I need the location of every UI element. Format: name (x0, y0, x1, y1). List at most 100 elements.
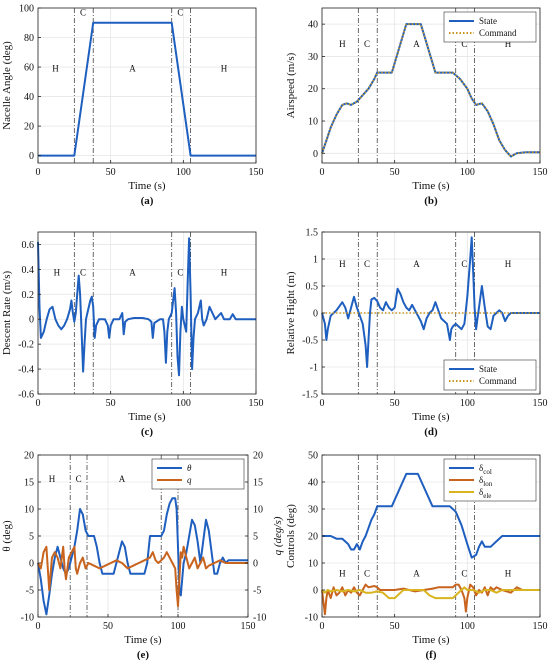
y-tick-label: -10 (21, 613, 34, 624)
chart-panel-c: H C A C H 0 50 100 150 -0.6 -0.4 -0.2 0 0.2 0.4 0.6 Time… (1, 231, 264, 438)
y-tick-label: 10 (24, 505, 34, 516)
legend-box (443, 458, 537, 502)
x-axis-label: Time (s) (412, 634, 450, 646)
phase-label: C (461, 569, 467, 579)
chart-panel-d: H C A C H 0 50 100 150 -1.5 -1 -0.5 0 0.5 1 1.5 Time (s)… (285, 228, 548, 439)
panel-caption: (a) (141, 195, 154, 207)
phase-label: C (364, 39, 370, 49)
phase-label: C (461, 39, 467, 49)
x-tick-label: 50 (106, 167, 116, 178)
phase-label: A (413, 569, 420, 579)
legend-entry-symbol: Command (479, 376, 517, 386)
y-tick-label: 10 (308, 117, 318, 128)
axes-frame (321, 7, 541, 164)
y-tick-label: -1.5 (302, 390, 318, 401)
x-tick-label: 100 (176, 398, 191, 409)
x-tick-label: 150 (533, 167, 548, 178)
x-axis-label: Time (s) (124, 634, 162, 646)
phase-label: H (339, 39, 346, 49)
axes-frame (37, 7, 257, 164)
legend-entry-label: δele (479, 487, 491, 500)
x-axis-label: Time (s) (128, 411, 166, 423)
y-right-tick-label: -5 (253, 586, 261, 597)
series-line-δcol (322, 472, 540, 559)
y-right-tick-label: 0 (253, 559, 258, 570)
y-tick-label: -0.2 (18, 340, 34, 351)
y-tick-label: 30 (308, 52, 318, 63)
y-axis-label: Nacelle Angle (deg) (1, 41, 13, 130)
y-axis-label: Airspeed (m/s) (285, 52, 297, 118)
phase-label: H (339, 259, 346, 269)
y-tick-label: 1 (313, 255, 318, 266)
y-tick-label: -5 (26, 586, 34, 597)
y-tick-label: 20 (24, 122, 34, 133)
x-axis-label: Time (s) (412, 411, 450, 423)
phase-label: C (461, 259, 467, 269)
y-tick-label: 0 (313, 149, 318, 160)
y-tick-label: -1 (310, 363, 318, 374)
y-right-tick-label: -10 (253, 613, 266, 624)
axes-frame (37, 231, 257, 395)
y-tick-label: 5 (29, 532, 34, 543)
legend-entry-symbol: Command (479, 28, 517, 38)
legend-entry-symbol: δ (479, 475, 483, 485)
y-tick-label: 0 (29, 559, 34, 570)
phase-label: H (54, 268, 61, 278)
x-tick-label: 150 (533, 398, 548, 409)
legend-entry-symbol: State (479, 16, 497, 26)
y-tick-label: 0 (29, 315, 34, 326)
y-tick-label: 20 (24, 451, 34, 462)
phase-label: C (177, 7, 183, 17)
y-tick-label: 80 (24, 33, 34, 44)
phase-label: C (80, 268, 86, 278)
x-tick-label: 0 (320, 398, 325, 409)
x-tick-label: 0 (36, 621, 41, 632)
phase-label: C (177, 268, 183, 278)
y-axis-label: θ (deg) (1, 520, 13, 552)
legend-entry-label: q (187, 475, 192, 485)
y-right-tick-label: 10 (253, 505, 263, 516)
phase-label: A (119, 474, 126, 484)
y-tick-label: 15 (24, 478, 34, 489)
panel-caption: (e) (137, 649, 150, 661)
legend-entry-label: Command (479, 28, 517, 38)
legend-entry-subscript: lon (483, 480, 492, 488)
x-tick-label: 100 (176, 167, 191, 178)
series-line-q (37, 545, 248, 608)
phase-label: H (505, 259, 512, 269)
x-axis-label: Time (s) (128, 180, 166, 192)
x-tick-label: 50 (390, 621, 400, 632)
x-tick-label: 100 (171, 621, 186, 632)
y-tick-label: 40 (308, 20, 318, 31)
legend-box (151, 458, 245, 490)
legend-entry-subscript: ele (483, 492, 491, 500)
panel-caption: (c) (141, 426, 154, 438)
y-tick-label: 20 (308, 84, 318, 95)
x-tick-label: 50 (103, 621, 113, 632)
y-tick-label: -0.4 (18, 365, 34, 376)
x-tick-label: 150 (249, 167, 264, 178)
legend-entry-label: Command (479, 376, 517, 386)
x-tick-label: 150 (533, 621, 548, 632)
phase-label: H (505, 39, 512, 49)
phase-label: C (364, 259, 370, 269)
y-tick-label: 100 (19, 4, 34, 15)
y-tick-label: 0.2 (22, 290, 35, 301)
chart-panel-b: H C A C H 0 50 100 150 0 10 20 30 40 Time (s) Airspeed … (285, 7, 548, 207)
legend-entry-label: State (479, 364, 497, 374)
y-tick-label: 40 (24, 92, 34, 103)
phase-label: C (80, 7, 86, 17)
legend-entry-label: θ (187, 463, 192, 473)
phase-label: A (129, 63, 136, 73)
legend-entry-symbol: State (479, 364, 497, 374)
y-right-tick-label: 15 (253, 478, 263, 489)
y-tick-label: 0.6 (22, 240, 35, 251)
x-tick-label: 50 (390, 167, 400, 178)
series-line-main (37, 237, 256, 377)
x-tick-label: 0 (320, 167, 325, 178)
y-tick-label: 0 (313, 309, 318, 320)
y-axis-label: Controls (deg) (285, 504, 297, 568)
y-tick-label: -0.5 (302, 336, 318, 347)
